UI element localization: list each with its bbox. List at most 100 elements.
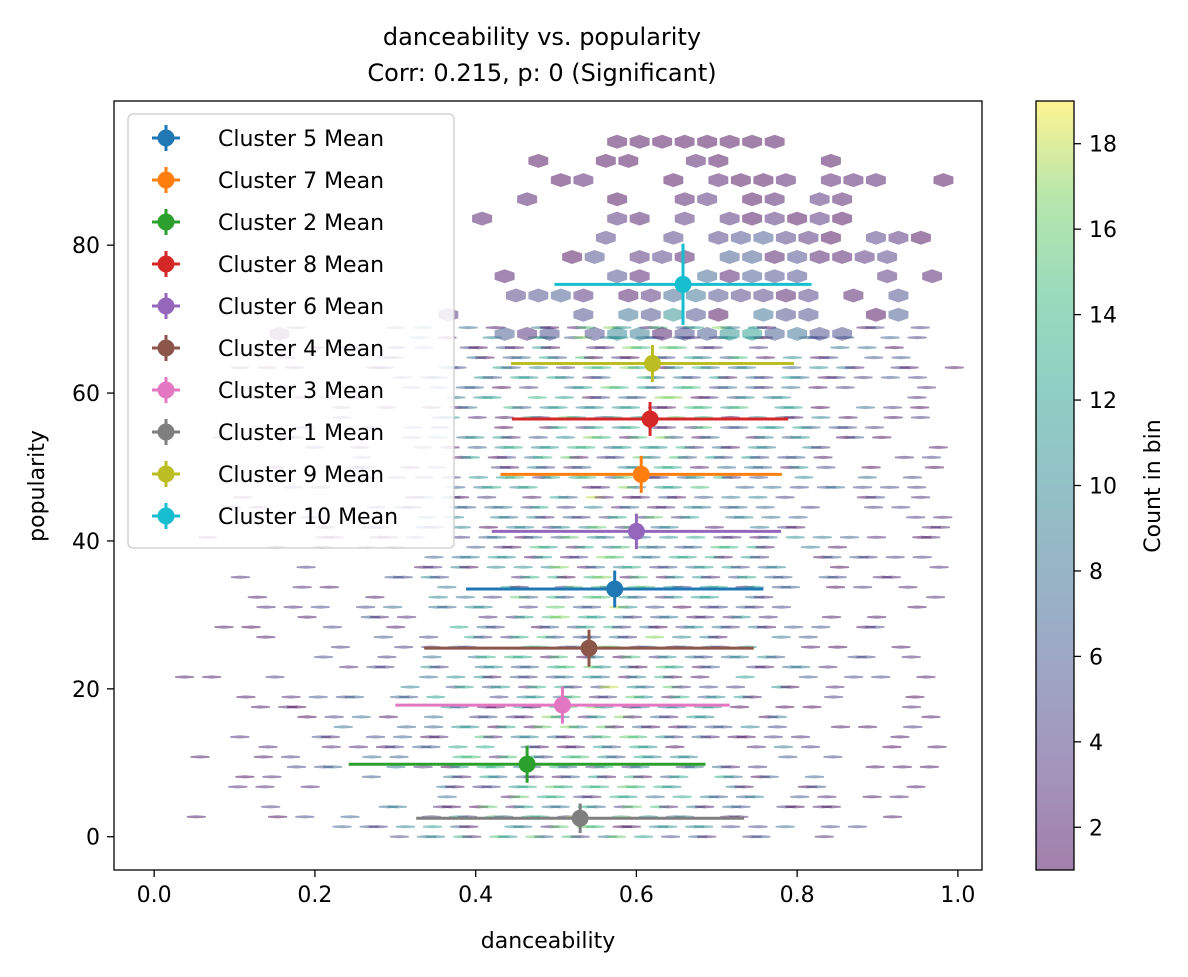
hexbin-cell xyxy=(695,615,715,619)
legend-marker xyxy=(157,339,175,357)
hexbin-cell xyxy=(745,795,764,799)
hexbin-cell xyxy=(538,545,558,549)
hexbin-cell xyxy=(787,269,808,284)
hexbin-cell xyxy=(428,595,448,599)
hexbin-cell xyxy=(386,625,406,629)
hexbin-cell xyxy=(664,435,684,439)
hexbin-cell xyxy=(839,535,859,539)
hexbin-cell xyxy=(642,755,662,759)
hexbin-cell xyxy=(262,775,282,779)
hexbin-cell xyxy=(591,375,611,380)
hexbin-cell xyxy=(459,565,479,569)
legend-marker xyxy=(157,255,175,273)
hexbin-cell xyxy=(186,815,206,819)
hexbin-cell xyxy=(901,705,921,709)
hexbin-cell xyxy=(620,425,640,430)
legend-frame xyxy=(127,113,455,549)
hexbin-cell xyxy=(921,535,941,539)
hexbin-cell xyxy=(483,735,503,739)
hexbin-cell xyxy=(489,695,509,699)
mean-marker xyxy=(553,696,571,714)
chart-title: danceability vs. popularity xyxy=(383,23,701,51)
hexbin-cell xyxy=(750,455,770,459)
hexbin-cell xyxy=(645,795,665,799)
hexbin-cell xyxy=(663,307,684,322)
hexbin-cell xyxy=(845,435,865,439)
hexbin-cell xyxy=(569,555,589,559)
hexbin-cell xyxy=(657,405,676,410)
hexbin-cell xyxy=(664,366,684,370)
hexbin-cell xyxy=(590,485,610,489)
legend-entry: Cluster 2 Mean xyxy=(152,209,384,236)
hexbin-cell xyxy=(451,535,471,539)
hexbin-cell xyxy=(296,565,316,569)
hexbin-cell xyxy=(560,775,580,779)
hexbin-cell xyxy=(468,346,488,350)
cluster-mean-point xyxy=(466,570,764,608)
legend-entry: Cluster 7 Mean xyxy=(152,167,384,194)
hexbin-cell xyxy=(584,250,605,264)
hexbin-cell xyxy=(659,525,679,529)
hexbin-cell xyxy=(674,326,695,341)
hexbin-cell xyxy=(667,495,687,499)
hexbin-cell xyxy=(554,675,574,679)
hexbin-cell xyxy=(321,745,341,749)
hexbin-cell xyxy=(378,715,398,719)
mean-marker xyxy=(643,354,661,372)
hexbin-cell xyxy=(250,705,270,709)
legend-marker xyxy=(157,213,175,231)
hexbin-cell xyxy=(801,745,820,749)
hexbin-cell xyxy=(478,525,498,529)
hexbin-cell xyxy=(437,585,457,589)
hexbin-cell xyxy=(907,375,927,380)
hexbin-cell xyxy=(607,326,628,341)
hexbin-cell xyxy=(855,405,875,410)
mean-marker xyxy=(606,580,624,598)
hexbin-cell xyxy=(827,575,847,579)
hexbin-cell xyxy=(602,745,622,749)
y-tick-label: 0 xyxy=(86,826,100,851)
hexbin-cell xyxy=(742,326,763,341)
hexbin-cell xyxy=(683,545,703,549)
hexbin-cell xyxy=(573,307,594,322)
hexbin-cell xyxy=(487,535,507,539)
hexbin-cell xyxy=(351,715,371,719)
hexbin-cell xyxy=(513,565,533,569)
hexbin-cell xyxy=(618,307,639,322)
hexbin-cell xyxy=(787,326,808,341)
hexbin-cell xyxy=(281,695,301,699)
hexbin-cell xyxy=(520,575,540,579)
colorbar-gradient xyxy=(1036,101,1074,870)
hexbin-cell xyxy=(828,645,848,649)
hexbin-cell xyxy=(780,585,800,589)
hexbin-cell xyxy=(247,595,267,599)
legend: Cluster 5 Mean Cluster 7 Mean Cluster 2 Me… xyxy=(127,113,455,549)
hexbin-cell xyxy=(659,535,679,539)
hexbin-cell xyxy=(586,715,606,719)
mean-marker xyxy=(571,809,589,827)
hexbin-density xyxy=(175,134,964,839)
hexbin-cell xyxy=(813,455,833,459)
colorbar-tick-label: 2 xyxy=(1089,816,1103,841)
hexbin-cell xyxy=(550,173,571,188)
hexbin-cell xyxy=(907,605,927,609)
hexbin-cell xyxy=(754,375,774,380)
hexbin-cell xyxy=(534,755,554,759)
hexbin-cell xyxy=(826,375,846,380)
legend-entry: Cluster 3 Mean xyxy=(152,377,384,404)
hexbin-cell xyxy=(730,565,750,569)
hexbin-cell xyxy=(684,765,704,769)
hexbin-cell xyxy=(658,825,678,829)
y-tick-label: 40 xyxy=(72,530,100,555)
hexbin-cell xyxy=(722,475,742,479)
legend-label: Cluster 5 Mean xyxy=(218,127,384,152)
hexbin-cell xyxy=(426,835,445,839)
hexbin-cell xyxy=(375,665,395,669)
hexbin-cell xyxy=(475,745,495,749)
hexbin-cell xyxy=(450,495,470,499)
hexbin-cell xyxy=(677,725,697,729)
hexbin-cell xyxy=(482,595,502,599)
hexbin-cell xyxy=(481,785,501,789)
hexbin-cell xyxy=(693,655,713,659)
legend-label: Cluster 1 Mean xyxy=(218,421,384,446)
